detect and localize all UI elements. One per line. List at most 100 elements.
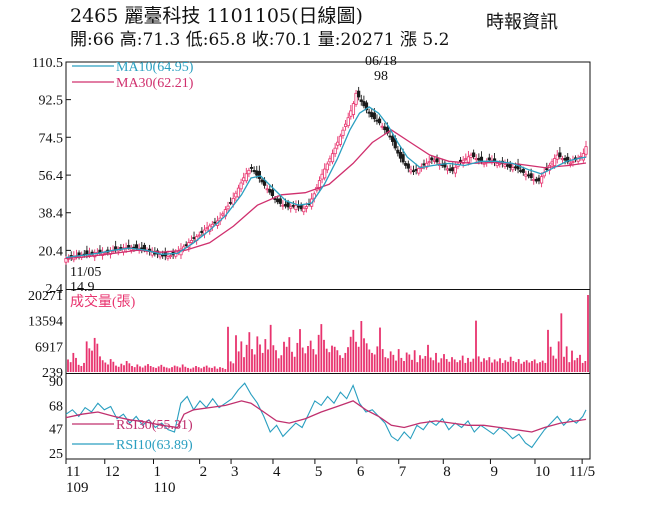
candle-body	[503, 164, 507, 167]
volume-tick-label: 6917	[35, 340, 63, 355]
volume-bar	[205, 365, 208, 372]
volume-bar	[240, 341, 243, 372]
rsi-tick-label: 90	[49, 375, 63, 390]
rsi-tick-label: 47	[49, 423, 63, 438]
volume-bar	[509, 356, 512, 372]
candle-body	[278, 198, 282, 204]
candle-body	[328, 158, 332, 163]
candle-body	[341, 129, 345, 136]
volume-bar	[120, 363, 123, 372]
candle-body	[409, 169, 413, 173]
rsi10-line	[65, 382, 587, 449]
candle-body	[472, 152, 476, 158]
volume-bar	[155, 367, 157, 372]
volume-bar	[571, 350, 573, 372]
volume-bar	[184, 366, 187, 372]
candle-body	[474, 157, 478, 160]
volume-bar	[507, 361, 509, 372]
volume-bar	[77, 364, 80, 372]
candle-body	[77, 252, 81, 256]
volume-bar	[544, 362, 547, 372]
volume-bar	[173, 365, 176, 372]
volume-bar	[355, 341, 357, 372]
volume-bar	[560, 313, 563, 372]
volume-bar	[291, 351, 293, 372]
source-label: 時報資訊	[486, 12, 558, 33]
volume-bar	[525, 360, 528, 372]
volume-bar	[301, 347, 304, 372]
candle-body	[466, 156, 471, 163]
candle-body	[281, 204, 285, 207]
candle-body	[189, 240, 194, 243]
volume-bar	[539, 362, 541, 372]
candle-body	[372, 112, 376, 120]
volume-bar	[488, 357, 491, 372]
candle-body	[391, 136, 395, 142]
candle-body	[464, 158, 468, 160]
candle-body	[375, 119, 379, 122]
candle-body	[443, 162, 447, 168]
volume-bar	[307, 346, 309, 372]
candle-body	[477, 157, 481, 161]
volume-bar	[467, 357, 469, 372]
candle-body	[346, 117, 350, 127]
candle-body	[257, 171, 261, 179]
candle-body	[273, 198, 277, 200]
volume-bar	[376, 346, 379, 372]
volume-bar	[309, 340, 312, 372]
volume-bar	[83, 362, 85, 372]
volume-bar	[437, 362, 440, 372]
volume-bar	[160, 364, 163, 372]
volume-bar	[325, 348, 328, 372]
volume-bar	[251, 349, 253, 372]
volume-bar	[501, 362, 504, 372]
volume-bar	[565, 346, 568, 372]
candle-body	[550, 161, 554, 165]
candle-body	[330, 153, 335, 163]
volume-bar	[171, 367, 173, 372]
volume-bar	[315, 354, 317, 372]
volume-bar	[91, 350, 93, 372]
change-value: 漲 5.2	[399, 30, 450, 50]
volume-bar	[405, 352, 408, 372]
candle-body	[555, 154, 559, 160]
candle-body	[417, 168, 421, 174]
volume-bar	[587, 295, 589, 372]
volume-bar	[147, 364, 149, 372]
volume-bar	[515, 362, 517, 372]
candle-body	[226, 205, 230, 210]
quote-line: 開:66 高:71.3 低:65.8 收:70.1 量:20271 漲 5.2	[70, 30, 449, 50]
candle-body	[244, 173, 248, 182]
candle-body	[142, 244, 146, 251]
ma10-legend-label: MA10(64.95)	[116, 60, 194, 75]
candle-body	[539, 176, 544, 184]
candle-body	[213, 221, 217, 224]
volume-bar	[520, 363, 523, 372]
volume-bar	[341, 357, 344, 372]
candle-body	[302, 207, 306, 213]
candle-body	[396, 149, 400, 154]
candle-body	[210, 223, 214, 228]
volume-bar	[333, 346, 336, 372]
volume-bar	[85, 341, 88, 372]
candle-body	[414, 169, 418, 171]
volume-bar	[469, 361, 472, 372]
volume-bar	[331, 345, 333, 372]
high-date-label: 06/18	[365, 54, 397, 69]
volume-bar	[101, 360, 104, 372]
volume-bar	[211, 367, 213, 372]
low-value: 低:65.8	[185, 30, 247, 50]
volume-bar	[296, 342, 299, 372]
volume-bar	[349, 336, 352, 372]
stock-code: 2465	[70, 5, 119, 27]
candle-body	[291, 204, 295, 207]
candle-body	[469, 154, 473, 158]
volume-bar	[219, 367, 221, 372]
candle-body	[519, 170, 523, 172]
candle-body	[229, 202, 233, 204]
candle-body	[338, 135, 342, 145]
candle-body	[545, 168, 549, 171]
volume-bar	[128, 363, 131, 372]
volume-bar	[328, 352, 331, 372]
volume-bar	[93, 337, 96, 372]
